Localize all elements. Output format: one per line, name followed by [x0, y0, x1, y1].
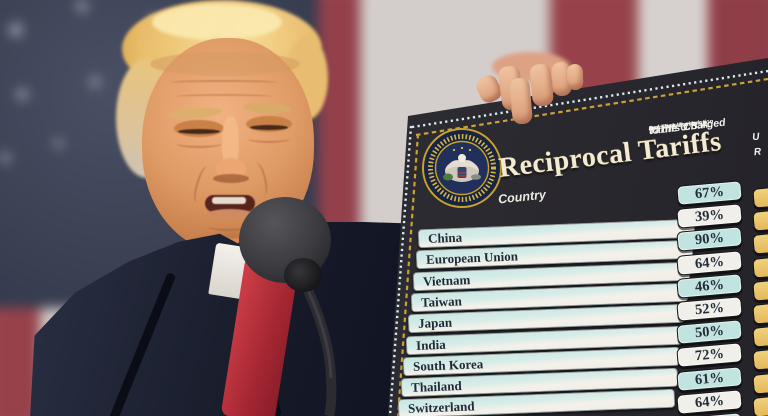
flag-star: ★	[88, 72, 103, 91]
finger	[528, 63, 555, 107]
flag-star: ★	[0, 148, 13, 167]
flag-star: ★	[14, 84, 31, 105]
finger	[509, 77, 533, 125]
flag-star: ★	[52, 136, 65, 152]
presidential-seal-icon	[422, 128, 502, 208]
flag-star: ★	[6, 18, 26, 43]
flag-star: ★	[74, 0, 91, 17]
finger	[566, 63, 584, 91]
mic-clamp	[284, 258, 322, 292]
